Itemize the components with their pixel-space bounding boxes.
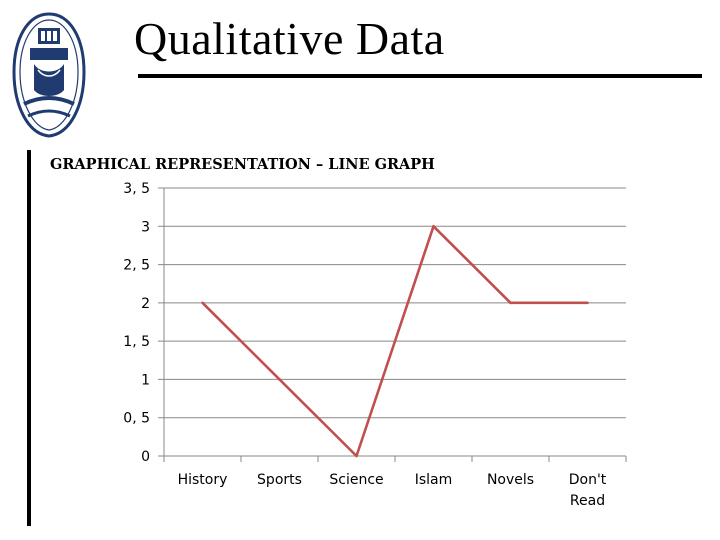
y-tick-label: 1 bbox=[141, 372, 150, 388]
series-segment bbox=[355, 224, 435, 458]
y-tick-label: 1, 5 bbox=[123, 334, 150, 350]
slide-title: Qualitative Data bbox=[134, 13, 445, 64]
chart-subtitle: GRAPHICAL REPRESENTATION – LINE GRAPH bbox=[50, 156, 435, 173]
y-tick-label: 2, 5 bbox=[123, 258, 150, 274]
left-accent-bar bbox=[27, 150, 31, 526]
x-tick-labels: History Sports Science Islam Novels Don't Read bbox=[178, 472, 607, 509]
y-tick-label: 3, 5 bbox=[123, 181, 150, 197]
series-lines bbox=[201, 224, 589, 458]
university-seal-icon bbox=[12, 12, 86, 138]
gridlines bbox=[158, 187, 627, 462]
title-underline bbox=[138, 74, 702, 78]
x-tick-label: Novels bbox=[487, 472, 534, 488]
x-tick-label: Don't Read bbox=[569, 472, 607, 509]
y-tick-label: 0, 5 bbox=[123, 411, 150, 427]
y-tick-label: 2 bbox=[141, 296, 150, 312]
x-tick-label: Science bbox=[329, 472, 383, 488]
series-segment bbox=[278, 378, 358, 458]
x-tick-label: Islam bbox=[415, 472, 453, 488]
x-tick-label: History bbox=[178, 472, 228, 488]
series-segment bbox=[201, 301, 281, 381]
y-tick-labels: 0 0, 5 1 1, 5 2 2, 5 3 3, 5 bbox=[123, 181, 150, 465]
y-tick-label: 0 bbox=[141, 449, 150, 465]
y-tick-label: 3 bbox=[141, 219, 150, 235]
x-tick-label: Sports bbox=[257, 472, 302, 488]
series-segment bbox=[432, 224, 512, 305]
